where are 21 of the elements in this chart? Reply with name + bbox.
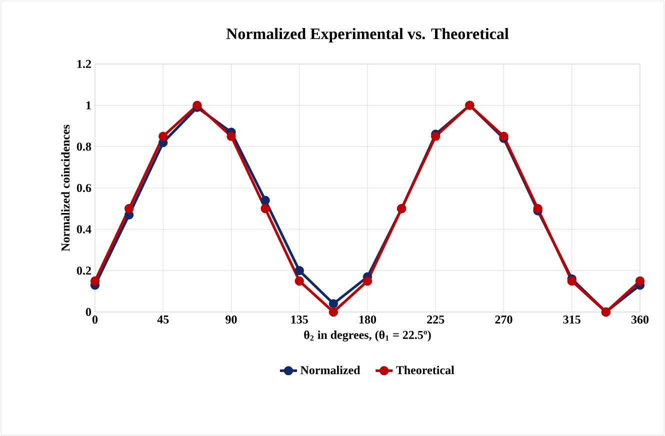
x-tick-label: 0 — [92, 316, 98, 324]
x-tick-label: 315 — [563, 316, 580, 324]
x-axis-title: θ$_{2}$ in degrees, (θ$_{1}$ = 22.5º) — [304, 330, 431, 342]
y-tick-label: 0.8 — [76, 142, 92, 151]
y-tick-label: 1 — [86, 101, 91, 110]
y-axis-title: Normalized coincidences — [61, 124, 70, 252]
x-tick-label: 180 — [359, 316, 376, 324]
y-tick-label: 0.2 — [76, 266, 91, 275]
x-tick-label: 270 — [495, 316, 512, 324]
y-tick-label: 0.4 — [76, 225, 92, 234]
x-tick-label: 360 — [631, 316, 649, 324]
legend-label: Theoretical — [396, 366, 454, 374]
y-tick-label: 0 — [86, 308, 92, 316]
x-tick-label: 135 — [291, 316, 308, 324]
y-tick-label: 1.2 — [77, 60, 91, 68]
y-tick-label: 0.6 — [76, 184, 92, 192]
x-tick-label: 225 — [427, 316, 444, 324]
chart-title: Normalized Experimental vs. Theoretical — [226, 28, 509, 42]
x-tick-label: 45 — [157, 316, 169, 324]
legend-label: Normalized — [300, 366, 360, 374]
x-tick-label: 90 — [226, 316, 237, 324]
